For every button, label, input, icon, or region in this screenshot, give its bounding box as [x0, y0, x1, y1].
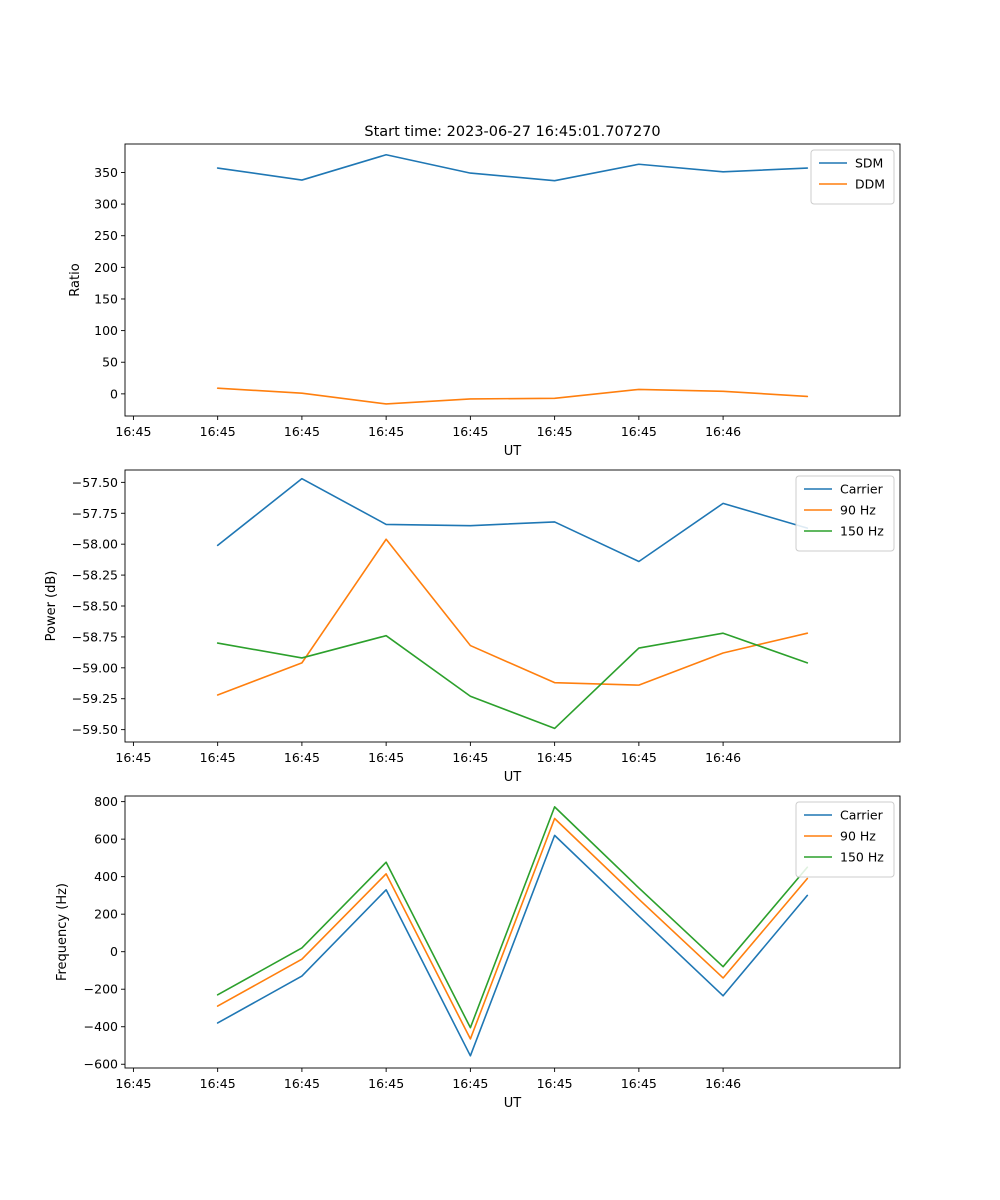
y-tick-label: −59.25 [72, 691, 118, 706]
y-tick-label: 50 [102, 355, 118, 370]
series-line-90-hz [216, 538, 809, 696]
x-tick-label: 16:45 [537, 1076, 573, 1091]
legend: Carrier 90 Hz 150 Hz [795, 475, 895, 552]
panel-3: 16:45 16:45 16:45 16:45 16:45 16:45 16:45 16:46… [55, 794, 901, 1111]
y-tick-label: −57.50 [72, 475, 118, 490]
y-tick-label: 250 [94, 228, 118, 243]
x-tick-label: 16:45 [621, 1076, 657, 1091]
x-tick-label: 16:46 [705, 750, 741, 765]
y-tick-label: −600 [84, 1057, 118, 1072]
y-tick-label: −200 [84, 982, 118, 997]
legend-label: Carrier [840, 482, 884, 497]
panel-2: 16:45 16:45 16:45 16:45 16:45 16:45 16:45 16:46… [44, 469, 901, 785]
x-tick-label: 16:45 [115, 424, 151, 439]
series-line-carrier [216, 834, 809, 1057]
x-tick-label: 16:45 [621, 424, 657, 439]
series-line-carrier [216, 477, 809, 563]
y-tick-label: 200 [94, 907, 118, 922]
x-tick-label: 16:45 [200, 750, 236, 765]
y-tick-label: 200 [94, 260, 118, 275]
x-tick-label: 16:45 [368, 750, 404, 765]
x-tick-label: 16:45 [537, 424, 573, 439]
y-tick-label: 0 [110, 386, 118, 401]
x-tick-label: 16:45 [115, 1076, 151, 1091]
y-tick-label: 0 [110, 944, 118, 959]
series-line-90-hz [216, 817, 809, 1040]
x-tick-label: 16:45 [452, 750, 488, 765]
legend-box [795, 801, 895, 878]
x-tick-label: 16:46 [705, 424, 741, 439]
y-tick-label: 350 [94, 165, 118, 180]
y-tick-label: −58.50 [72, 599, 118, 614]
legend: SDM DDM [810, 149, 895, 205]
x-tick-label: 16:45 [284, 1076, 320, 1091]
x-tick-label: 16:45 [368, 1076, 404, 1091]
series-line-150-hz [216, 632, 809, 730]
x-axis-label: UT [504, 770, 522, 785]
y-tick-label: −58.25 [72, 568, 118, 583]
x-tick-label: 16:45 [284, 424, 320, 439]
y-tick-label: 600 [94, 832, 118, 847]
panel-1: 16:45 16:45 16:45 16:45 16:45 16:45 16:45 16:46… [68, 143, 901, 459]
legend-box [795, 475, 895, 552]
y-tick-label: −59.50 [72, 722, 118, 737]
axes-frame [124, 143, 901, 417]
legend: Carrier 90 Hz 150 Hz [795, 801, 895, 878]
y-axis-label: Power (dB) [44, 571, 59, 642]
x-tick-label: 16:45 [621, 750, 657, 765]
x-tick-label: 16:45 [368, 424, 404, 439]
x-tick-label: 16:45 [452, 424, 488, 439]
x-tick-label: 16:46 [705, 1076, 741, 1091]
x-tick-label: 16:45 [452, 1076, 488, 1091]
y-tick-label: 150 [94, 291, 118, 306]
legend-label: SDM [855, 156, 883, 171]
y-axis-label: Frequency (Hz) [55, 883, 70, 981]
y-tick-label: −59.00 [72, 660, 118, 675]
chart-title: Start time: 2023-06-27 16:45:01.707270 [364, 124, 660, 140]
y-tick-label: 400 [94, 869, 118, 884]
legend-label: 90 Hz [840, 829, 876, 844]
x-tick-label: 16:45 [200, 424, 236, 439]
y-tick-label: −400 [84, 1019, 118, 1034]
y-tick-label: −58.75 [72, 629, 118, 644]
legend-label: 150 Hz [840, 850, 884, 865]
legend-label: 150 Hz [840, 524, 884, 539]
axes-frame [124, 795, 901, 1069]
x-tick-label: 16:45 [200, 1076, 236, 1091]
legend-label: DDM [855, 177, 885, 192]
legend-label: Carrier [840, 808, 884, 823]
x-tick-label: 16:45 [284, 750, 320, 765]
series-line-150-hz [216, 806, 809, 1029]
y-tick-label: 800 [94, 794, 118, 809]
y-tick-label: 300 [94, 197, 118, 212]
x-tick-label: 16:45 [115, 750, 151, 765]
y-tick-label: −57.75 [72, 506, 118, 521]
x-axis-label: UT [504, 444, 522, 459]
series-line-ddm [216, 387, 809, 405]
y-tick-label: −58.00 [72, 537, 118, 552]
legend-label: 90 Hz [840, 503, 876, 518]
series-line-sdm [216, 153, 809, 182]
y-tick-label: 100 [94, 323, 118, 338]
y-axis-label: Ratio [68, 263, 83, 296]
x-axis-label: UT [504, 1096, 522, 1111]
x-tick-label: 16:45 [537, 750, 573, 765]
